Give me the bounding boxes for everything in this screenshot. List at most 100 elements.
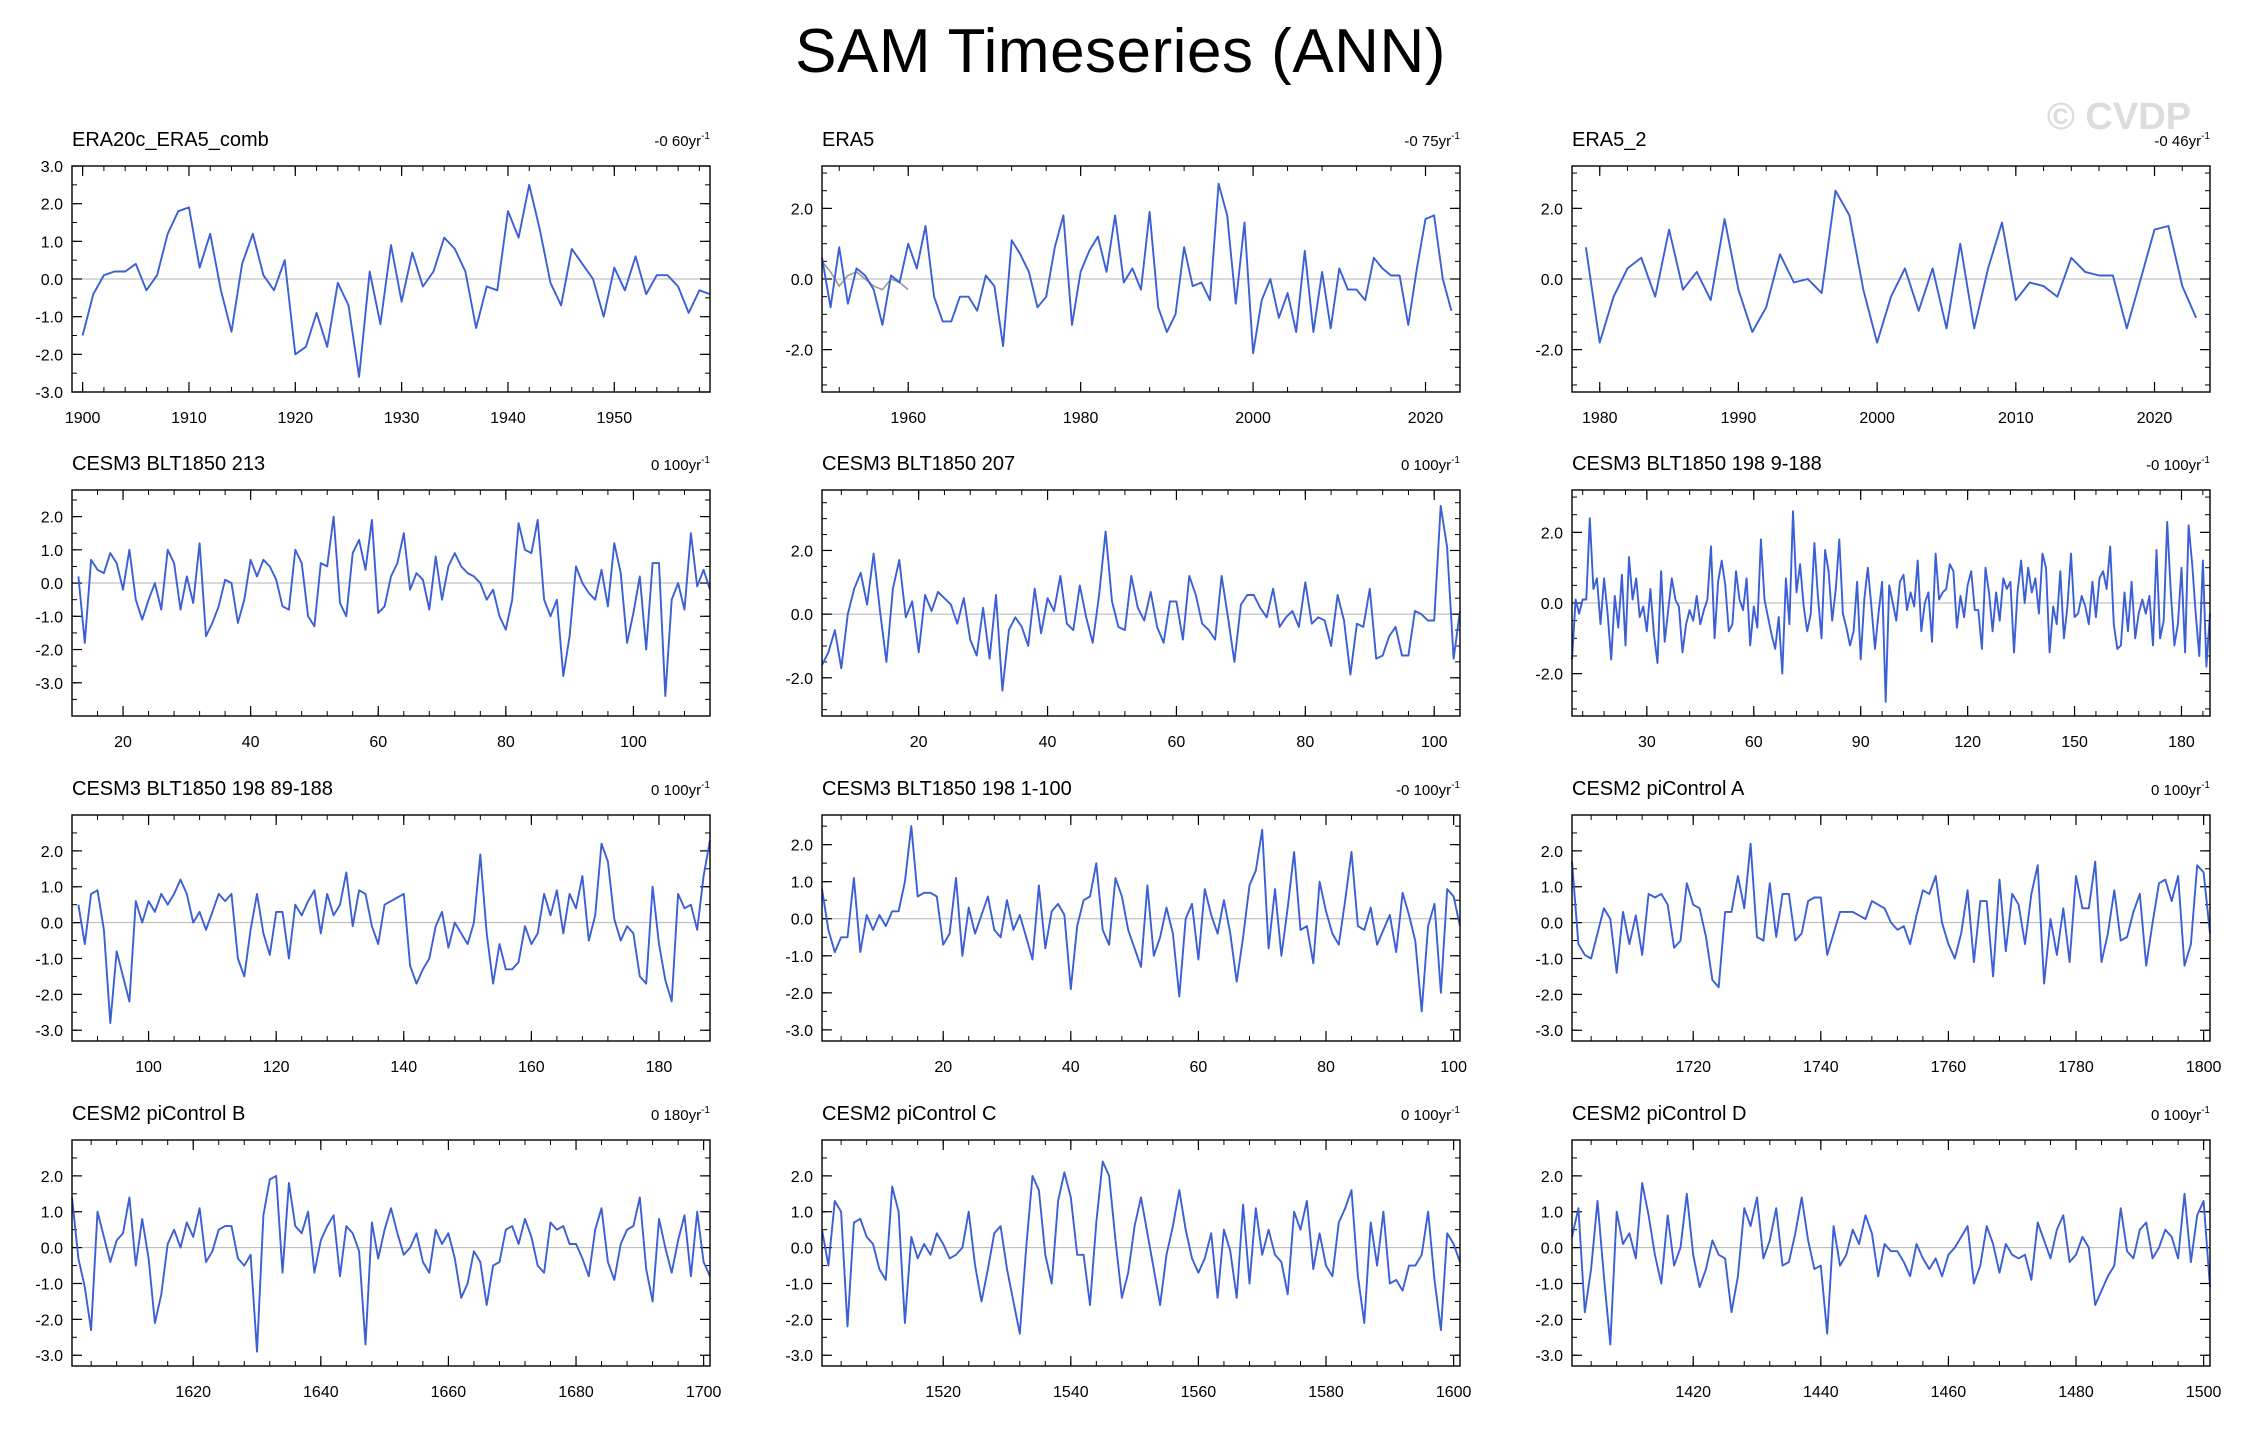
x-tick-label: 40 [1062, 1059, 1080, 1076]
y-tick-label: 0.0 [41, 1241, 63, 1258]
x-tick-label: 1780 [2058, 1059, 2094, 1076]
plot-frame [71, 489, 711, 717]
y-tick-label: 2.0 [791, 543, 813, 560]
trend-exponent: -1 [1451, 1105, 1460, 1116]
x-tick-label: 1950 [597, 410, 633, 427]
x-tick-label: 2020 [2137, 410, 2173, 427]
x-tick-label: 60 [1745, 734, 1763, 751]
plot-frame [1571, 1139, 2211, 1367]
x-tick-label: 120 [263, 1059, 290, 1076]
plot-frame [821, 814, 1461, 1042]
trend-exponent: -1 [1451, 131, 1460, 142]
trend-exponent: -1 [701, 780, 710, 791]
panel-title: CESM2 piControl D [1572, 1103, 1747, 1125]
y-tick-label: 2.0 [41, 510, 63, 527]
x-tick-label: 1920 [278, 410, 314, 427]
panel-title: CESM3 BLT1850 213 [72, 453, 265, 475]
y-tick-label: 1.0 [1541, 880, 1563, 897]
y-tick-label: 2.0 [791, 1169, 813, 1186]
trend-label: 0 100yr-1 [651, 455, 710, 474]
y-tick-label: -3.0 [35, 385, 63, 402]
x-tick-label: 2010 [1998, 410, 2034, 427]
page-title: SAM Timeseries (ANN) [795, 17, 1446, 86]
trend-exponent: -1 [701, 131, 710, 142]
y-tick-label: 0.0 [791, 607, 813, 624]
y-tick-label: 1.0 [41, 880, 63, 897]
x-tick-label: 20 [114, 734, 132, 751]
y-tick-label: 2.0 [41, 1169, 63, 1186]
chart-panel: CESM2 piControl B 0 180yr-1 2.0 1.0 0.0 -1.0 -… [35, 1103, 721, 1401]
y-tick-label: -2.0 [785, 1312, 813, 1329]
chart-panel: ERA5_2 -0 46yr-1 2.0 0.0 -2.0 1980 1990 2000 201… [1535, 129, 2211, 427]
x-tick-label: 140 [390, 1059, 417, 1076]
x-tick-label: 1520 [925, 1384, 961, 1401]
x-tick-label: 60 [369, 734, 387, 751]
series-line [77, 515, 711, 698]
x-tick-label: 1760 [1931, 1059, 1967, 1076]
x-tick-label: 1700 [686, 1384, 722, 1401]
x-tick-label: 1460 [1931, 1384, 1967, 1401]
trend-exponent: -1 [2201, 1105, 2210, 1116]
panel-title: CESM2 piControl A [1572, 778, 1745, 800]
x-tick-label: 1720 [1675, 1059, 1711, 1076]
x-tick-label: 1640 [303, 1384, 339, 1401]
trend-label: 0 180yr-1 [651, 1105, 710, 1124]
x-tick-label: 80 [1317, 1059, 1335, 1076]
series-line [1571, 842, 2211, 989]
chart-panel: ERA20c_ERA5_comb -0 60yr-1 3.0 2.0 1.0 0.0 -1.… [35, 129, 711, 427]
y-tick-label: -2.0 [35, 643, 63, 660]
series-line [77, 839, 711, 1025]
x-tick-label: 1960 [890, 410, 926, 427]
y-tick-label: -1.0 [1535, 1276, 1563, 1293]
x-tick-label: 2000 [1859, 410, 1895, 427]
x-tick-label: 1740 [1803, 1059, 1839, 1076]
watermark: © CVDP [2046, 96, 2191, 138]
x-tick-label: 60 [1190, 1059, 1208, 1076]
trend-exponent: -1 [2201, 780, 2210, 791]
x-tick-label: 180 [2168, 734, 2195, 751]
y-tick-label: 2.0 [1541, 201, 1563, 218]
y-tick-label: -1.0 [35, 951, 63, 968]
y-tick-label: 2.0 [1541, 1169, 1563, 1186]
x-tick-label: 1980 [1063, 410, 1099, 427]
y-tick-label: -1.0 [785, 1276, 813, 1293]
x-tick-label: 1980 [1582, 410, 1618, 427]
y-tick-label: 1.0 [41, 543, 63, 560]
y-tick-label: -3.0 [35, 1348, 63, 1365]
x-tick-label: 1420 [1675, 1384, 1711, 1401]
series-line [821, 182, 1453, 355]
x-tick-label: 180 [646, 1059, 673, 1076]
y-tick-label: 2.0 [41, 844, 63, 861]
x-tick-label: 1540 [1053, 1384, 1089, 1401]
chart-panel: CESM3 BLT1850 198 89-188 0 100yr-1 2.0 1.0 0… [35, 778, 711, 1076]
chart-panel: CESM2 piControl C 0 100yr-1 2.0 1.0 0.0 -1.0 -… [785, 1103, 1471, 1401]
plot-frame [71, 1139, 711, 1367]
y-tick-label: -3.0 [1535, 1348, 1563, 1365]
series-line [81, 183, 711, 378]
y-tick-label: -3.0 [785, 1348, 813, 1365]
x-tick-label: 1660 [431, 1384, 467, 1401]
y-tick-label: -2.0 [35, 987, 63, 1004]
y-tick-label: 0.0 [791, 912, 813, 929]
y-tick-label: 0.0 [1541, 916, 1563, 933]
x-tick-label: 2000 [1235, 410, 1271, 427]
x-tick-label: 1930 [384, 410, 420, 427]
y-tick-label: 2.0 [791, 838, 813, 855]
trend-label: -0 46yr-1 [2154, 131, 2210, 150]
series-line [71, 1174, 711, 1353]
trend-label: 0 100yr-1 [2151, 780, 2210, 799]
chart-panel: CESM3 BLT1850 213 0 100yr-1 2.0 1.0 0.0 -1.0 -… [35, 453, 711, 751]
x-tick-label: 1910 [171, 410, 207, 427]
x-tick-label: 1440 [1803, 1384, 1839, 1401]
x-tick-label: 1600 [1436, 1384, 1472, 1401]
y-tick-label: -2.0 [785, 986, 813, 1003]
plot-frame [1571, 489, 2211, 717]
y-tick-label: 0.0 [41, 272, 63, 289]
y-tick-label: -2.0 [785, 671, 813, 688]
x-tick-label: 2020 [1408, 410, 1444, 427]
y-tick-label: 0.0 [41, 916, 63, 933]
y-tick-label: -1.0 [35, 609, 63, 626]
chart-panel: CESM3 BLT1850 198 9-188 -0 100yr-1 2.0 0.0 -… [1535, 453, 2211, 751]
y-tick-label: -3.0 [785, 1023, 813, 1040]
x-tick-label: 80 [497, 734, 515, 751]
